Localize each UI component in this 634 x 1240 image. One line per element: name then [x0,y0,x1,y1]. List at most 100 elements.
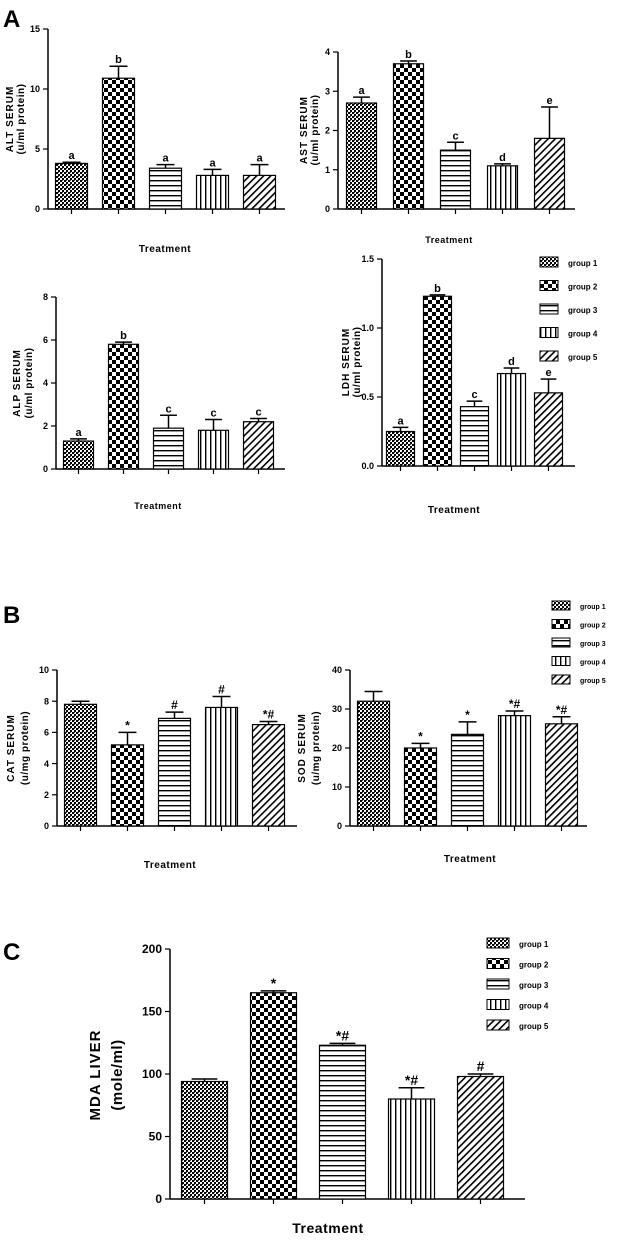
bar-annotation: * [125,718,130,732]
bar-annotation: * [465,708,470,722]
legend-swatch [539,256,559,268]
y-tick-label: 10 [39,665,49,675]
y-tick-label: 4 [325,47,330,57]
y-tick-label: 200 [142,942,162,956]
y-tick-label: 3 [325,86,330,96]
legend-label: group 3 [568,306,598,315]
bar-annotation: *# [556,703,568,717]
legend-label: group 3 [519,981,549,990]
y-tick-label: 8 [44,696,49,706]
y-axis-unit: (mole/ml) [109,1039,126,1110]
y-tick-label: 2 [43,421,48,431]
y-tick-label: 40 [332,665,342,675]
y-tick-label: 6 [44,728,49,738]
bar-annotation: * [418,729,423,743]
bar-group-1 [63,703,98,827]
legend-swatch [539,327,559,338]
y-axis-unit: (u/ml protein) [24,348,35,419]
bar-group-5 [544,723,579,827]
y-tick-label: 50 [149,1130,163,1144]
bar-group-1 [356,700,391,827]
bar-group-5 [533,137,566,210]
bar-group-5 [242,174,277,210]
bar-group-5 [456,1075,505,1200]
x-axis-title: Treatment [144,860,196,871]
alt-serum-chart: 0 5 10 15 a b a a a ALT SERUM (u/ml protein) Treatm… [5,24,285,255]
legend-swatch [551,656,571,666]
y-tick-label: 100 [142,1067,162,1081]
y-axis-unit: (u/ml protein) [352,327,363,398]
legend-label: group 4 [568,330,598,339]
y-axis-title: AST SERUM [299,96,310,164]
x-axis-title: Treatment [292,1220,363,1236]
bar-annotation: a [209,157,216,169]
bar-annotation: a [75,427,82,439]
ast-serum-chart: 0 1 2 3 4 a b c d e AST SERUM (u/ml protein) Treatme… [299,47,575,245]
bar-annotation: a [68,150,75,162]
bar-annotation: b [405,49,412,61]
legend-swatch [486,1019,510,1031]
y-axis-title: SOD SERUM [297,713,308,783]
bar-annotation: b [115,54,122,66]
bar-group-1 [180,1080,229,1200]
legend-panel-c: group 1 group 2 group 3 group 4 group 5 [486,937,549,1031]
legend-label: group 5 [568,353,598,362]
legend-swatch [486,978,510,990]
legend-swatch [539,303,559,315]
ldh-serum-chart: 0.0 0.5 1.0 1.5 a b c d e LDH SERUM (u/ml protein)… [341,254,575,516]
y-tick-label: 8 [43,292,48,302]
bar-annotation: c [165,403,171,415]
bar-annotation: a [397,415,404,427]
y-tick-label: 30 [332,704,342,714]
legend-panel-a: group 1 group 2 group 3 group 4 group 5 [539,256,598,362]
y-tick-label: 0 [43,464,48,474]
bar-annotation: *# [405,1072,418,1088]
panel-label-a: A [3,6,20,33]
bar-group-2 [110,744,145,827]
bar-annotation: d [508,356,515,368]
bar-group-1 [54,162,89,210]
bar-group-2 [101,77,136,210]
y-tick-label: 0 [337,821,342,831]
y-tick-label: 20 [332,743,342,753]
bar-group-3 [439,149,472,210]
y-tick-label: 0 [44,821,49,831]
bar-annotation: c [210,408,216,420]
x-axis-title: Treatment [134,501,182,511]
y-axis-unit: (u/mg protein) [311,711,322,785]
y-axis-unit: (u/ml protein) [310,95,321,166]
bar-group-4 [197,429,230,470]
alp-serum-chart: 0 2 4 6 8 a b c c c ALP SERUM (u/ml protein) Treatme… [12,292,285,511]
bar-annotation: * [271,975,277,991]
bar-group-5 [533,392,564,467]
legend-label: group 5 [580,678,606,685]
y-axis-unit: (u/ml protein) [16,84,27,155]
legend-swatch [551,674,571,685]
legend-swatch [539,350,559,362]
bar-annotation: *# [509,697,521,711]
bar-group-4 [496,372,527,467]
y-tick-label: 4 [43,378,48,388]
y-axis-title: CAT SERUM [6,714,17,782]
bar-group-3 [318,1044,367,1200]
bar-annotation: e [546,95,552,107]
legend-label: group 1 [568,259,598,268]
bar-group-3 [148,167,183,210]
x-axis-title: Treatment [425,235,473,245]
legend-swatch [486,999,510,1010]
bar-annotation: c [452,130,458,142]
bar-group-3 [459,406,490,467]
y-tick-label: 0 [155,1192,162,1206]
y-tick-label: 1.0 [361,323,374,333]
legend-label: group 3 [580,641,606,648]
bar-group-4 [497,715,532,827]
y-axis-unit: (u/mg protein) [20,711,31,785]
bar-group-4 [195,174,230,210]
bar-annotation: b [120,330,127,342]
y-tick-label: 1.5 [361,254,374,264]
bar-group-2 [392,63,425,210]
y-tick-label: 0 [325,204,330,214]
bar-group-3 [157,717,192,827]
bar-annotation: c [255,406,261,418]
